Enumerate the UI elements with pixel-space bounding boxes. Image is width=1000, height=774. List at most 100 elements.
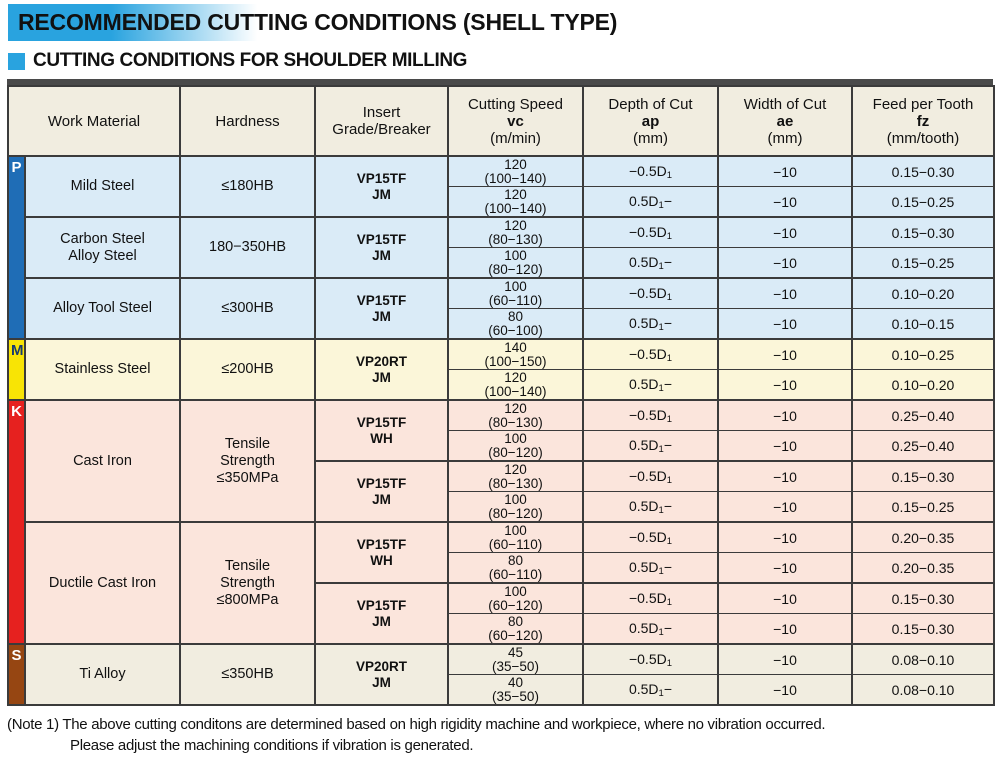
material-class-badge-K: K <box>7 399 26 645</box>
hardness-cell: Tensile Strength ≤350MPa <box>179 399 316 523</box>
cutting-speed-cell: 120 (80−130) <box>447 399 584 431</box>
blue-square-bullet-icon <box>8 52 25 70</box>
width-of-cut-cell: −10 <box>717 613 853 645</box>
feed-per-tooth-cell: 0.15−0.25 <box>851 186 995 218</box>
col-header-label: Width of Cut <box>743 95 827 113</box>
col-header-label: Insert <box>362 104 401 121</box>
cutting-conditions-table: Work Material Hardness Insert Grade/Brea… <box>7 85 995 706</box>
work-material-cell: Ductile Cast Iron <box>24 521 181 645</box>
cutting-speed-cell: 140 (100−150) <box>447 338 584 370</box>
depth-of-cut-cell: −0.5D1 <box>582 399 719 431</box>
page-title: RECOMMENDED CUTTING CONDITIONS (SHELL TY… <box>18 9 618 35</box>
col-header-unit: (mm/tooth) <box>886 129 960 147</box>
work-material-cell: Stainless Steel <box>24 338 181 401</box>
width-of-cut-cell: −10 <box>717 155 853 187</box>
col-header-unit: (mm) <box>633 129 668 147</box>
insert-grade-cell: VP15TF WH <box>314 399 449 462</box>
cutting-speed-cell: 120 (80−130) <box>447 216 584 248</box>
feed-per-tooth-cell: 0.10−0.20 <box>851 277 995 309</box>
width-of-cut-cell: −10 <box>717 674 853 706</box>
table-row: VP15TF JM 100 (60−120) −0.5D1 −10 0.15−0.30 <box>8 582 995 645</box>
material-class-badge-S: S <box>7 643 26 706</box>
depth-of-cut-cell: −0.5D1 <box>582 643 719 675</box>
work-material-cell: Cast Iron <box>24 399 181 523</box>
depth-of-cut-cell: −0.5D1 <box>582 155 719 187</box>
table-row: 120 (100−140) 0.5D1− −10 0.15−0.25 <box>8 186 995 218</box>
hardness-cell: ≤200HB <box>179 338 316 401</box>
depth-of-cut-cell: −0.5D1 <box>582 338 719 370</box>
cutting-speed-cell: 100 (60−110) <box>447 277 584 309</box>
table-row: 100 (80−120) 0.5D1− −10 0.15−0.25 <box>8 491 995 523</box>
width-of-cut-cell: −10 <box>717 552 853 584</box>
col-header-label: Depth of Cut <box>608 95 693 113</box>
catalog-page: RECOMMENDED CUTTING CONDITIONS (SHELL TY… <box>7 4 995 754</box>
depth-of-cut-cell: 0.5D1− <box>582 613 719 645</box>
depth-of-cut-cell: 0.5D1− <box>582 674 719 706</box>
depth-of-cut-cell: 0.5D1− <box>582 308 719 340</box>
col-header-work-material: Work Material <box>7 85 181 157</box>
page-title-banner: RECOMMENDED CUTTING CONDITIONS (SHELL TY… <box>7 4 993 41</box>
col-header-symbol: ae <box>776 112 794 130</box>
col-header-label: Feed per Tooth <box>872 95 974 113</box>
table-row: 40 (35−50) 0.5D1− −10 0.08−0.10 <box>8 674 995 706</box>
cutting-speed-cell: 120 (80−130) <box>447 460 584 492</box>
col-header-feed-per-tooth: Feed per Tooth fz (mm/tooth) <box>851 85 995 157</box>
width-of-cut-cell: −10 <box>717 399 853 431</box>
col-header-symbol: ap <box>641 112 660 130</box>
insert-grade-cell: VP15TF JM <box>314 460 449 523</box>
table-top-rule <box>7 79 993 85</box>
feed-per-tooth-cell: 0.25−0.40 <box>851 399 995 431</box>
table-row: Ductile Cast Iron Tensile Strength ≤800MPa V… <box>8 521 995 645</box>
work-material-cell: Carbon Steel Alloy Steel <box>24 216 181 279</box>
footnote-line-2: Please adjust the machining conditions i… <box>70 737 474 754</box>
material-class-badge-P: P <box>7 155 26 340</box>
cutting-speed-cell: 40 (35−50) <box>447 674 584 706</box>
col-header-insert-grade: Insert Grade/Breaker <box>314 85 449 157</box>
table-row: 100 (80−120) 0.5D1− −10 0.25−0.40 <box>8 430 995 462</box>
col-header-label: Grade/Breaker <box>332 121 431 138</box>
width-of-cut-cell: −10 <box>717 491 853 523</box>
depth-of-cut-cell: 0.5D1− <box>582 247 719 279</box>
depth-of-cut-cell: −0.5D1 <box>582 521 719 553</box>
depth-of-cut-cell: 0.5D1− <box>582 369 719 401</box>
width-of-cut-cell: −10 <box>717 186 853 218</box>
feed-per-tooth-cell: 0.10−0.20 <box>851 369 995 401</box>
feed-per-tooth-cell: 0.20−0.35 <box>851 552 995 584</box>
feed-per-tooth-cell: 0.15−0.30 <box>851 613 995 645</box>
width-of-cut-cell: −10 <box>717 369 853 401</box>
feed-per-tooth-cell: 0.15−0.25 <box>851 247 995 279</box>
width-of-cut-cell: −10 <box>717 430 853 462</box>
table-row: 80 (60−120) 0.5D1− −10 0.15−0.30 <box>8 613 995 645</box>
depth-of-cut-cell: 0.5D1− <box>582 186 719 218</box>
table-row: VP15TF JM 120 (80−130) −0.5D1 −10 0.15−0.30 <box>8 460 995 523</box>
col-header-symbol: fz <box>916 112 930 130</box>
insert-grade-cell: VP15TF JM <box>314 582 449 645</box>
insert-grade-cell: VP15TF JM <box>314 216 449 279</box>
hardness-cell: ≤180HB <box>179 155 316 218</box>
hardness-cell: ≤300HB <box>179 277 316 340</box>
col-header-cutting-speed: Cutting Speed vc (m/min) <box>447 85 584 157</box>
feed-per-tooth-cell: 0.20−0.35 <box>851 521 995 553</box>
table-row: S Ti Alloy ≤350HB VP20RT JM 45 (35−50) −0.5D1 −1… <box>7 643 995 706</box>
hardness-cell: ≤350HB <box>179 643 316 706</box>
section-heading-label: CUTTING CONDITIONS FOR SHOULDER MILLING <box>33 50 468 71</box>
insert-grade-cell: VP15TF JM <box>314 155 449 218</box>
width-of-cut-cell: −10 <box>717 277 853 309</box>
width-of-cut-cell: −10 <box>717 216 853 248</box>
insert-grade-cell: VP15TF WH <box>314 521 449 584</box>
table-row: M Stainless Steel ≤200HB VP20RT JM 140 (100−15… <box>7 338 995 401</box>
depth-of-cut-cell: 0.5D1− <box>582 430 719 462</box>
col-header-unit: (m/min) <box>490 129 541 147</box>
cutting-speed-cell: 100 (60−110) <box>447 521 584 553</box>
work-material-cell: Mild Steel <box>24 155 181 218</box>
work-material-cell: Alloy Tool Steel <box>24 277 181 340</box>
width-of-cut-cell: −10 <box>717 521 853 553</box>
cutting-speed-cell: 120 (100−140) <box>447 155 584 187</box>
insert-grade-cell: VP15TF JM <box>314 277 449 340</box>
cutting-speed-cell: 100 (80−120) <box>447 491 584 523</box>
cutting-speed-cell: 120 (100−140) <box>447 186 584 218</box>
cutting-speed-cell: 80 (60−100) <box>447 308 584 340</box>
insert-grade-cell: VP20RT JM <box>314 643 449 706</box>
width-of-cut-cell: −10 <box>717 338 853 370</box>
cutting-speed-cell: 100 (80−120) <box>447 430 584 462</box>
